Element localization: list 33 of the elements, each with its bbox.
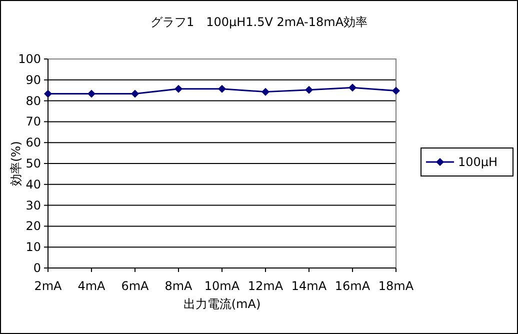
y-tick-label: 60 (26, 136, 41, 150)
point (88, 90, 96, 98)
y-tick-label: 100 (18, 52, 41, 66)
y-tick-label: 10 (26, 240, 41, 254)
y-tick-label: 30 (26, 198, 41, 212)
point (262, 88, 270, 96)
point (392, 86, 400, 95)
x-tick-label: 2mA (34, 279, 63, 293)
x-tick-label: 4mA (78, 279, 106, 293)
x-tick-label: 12mA (248, 279, 284, 293)
point (44, 90, 52, 98)
chart-title: グラフ1 100μH1.5V 2mA-18mA効率 (150, 15, 368, 29)
point (131, 90, 139, 98)
legend-label: 100μH (458, 155, 498, 169)
y-tick-label: 80 (26, 94, 41, 108)
x-tick-label: 10mA (204, 279, 240, 293)
point (218, 84, 226, 93)
y-tick-label: 20 (26, 219, 41, 234)
x-tick-label: 18mA (378, 279, 414, 293)
y-tick-label: 90 (26, 72, 41, 87)
x-tick-label: 14mA (291, 279, 328, 293)
point (174, 84, 182, 93)
x-tick-label: 8mA (164, 279, 194, 293)
x-tick-label: 6mA (121, 279, 150, 293)
y-tick-label: 40 (26, 177, 41, 192)
x-tick-label: 16mA (334, 279, 371, 293)
point (348, 84, 356, 92)
y-tick-label: 70 (26, 114, 41, 129)
point (305, 86, 313, 94)
y-tick-label: 0 (33, 261, 41, 275)
y-tick-label: 50 (26, 156, 41, 170)
x-axis-title: 出力電流(mA) (183, 297, 261, 311)
y-axis-title: 効率(%) (9, 141, 23, 186)
